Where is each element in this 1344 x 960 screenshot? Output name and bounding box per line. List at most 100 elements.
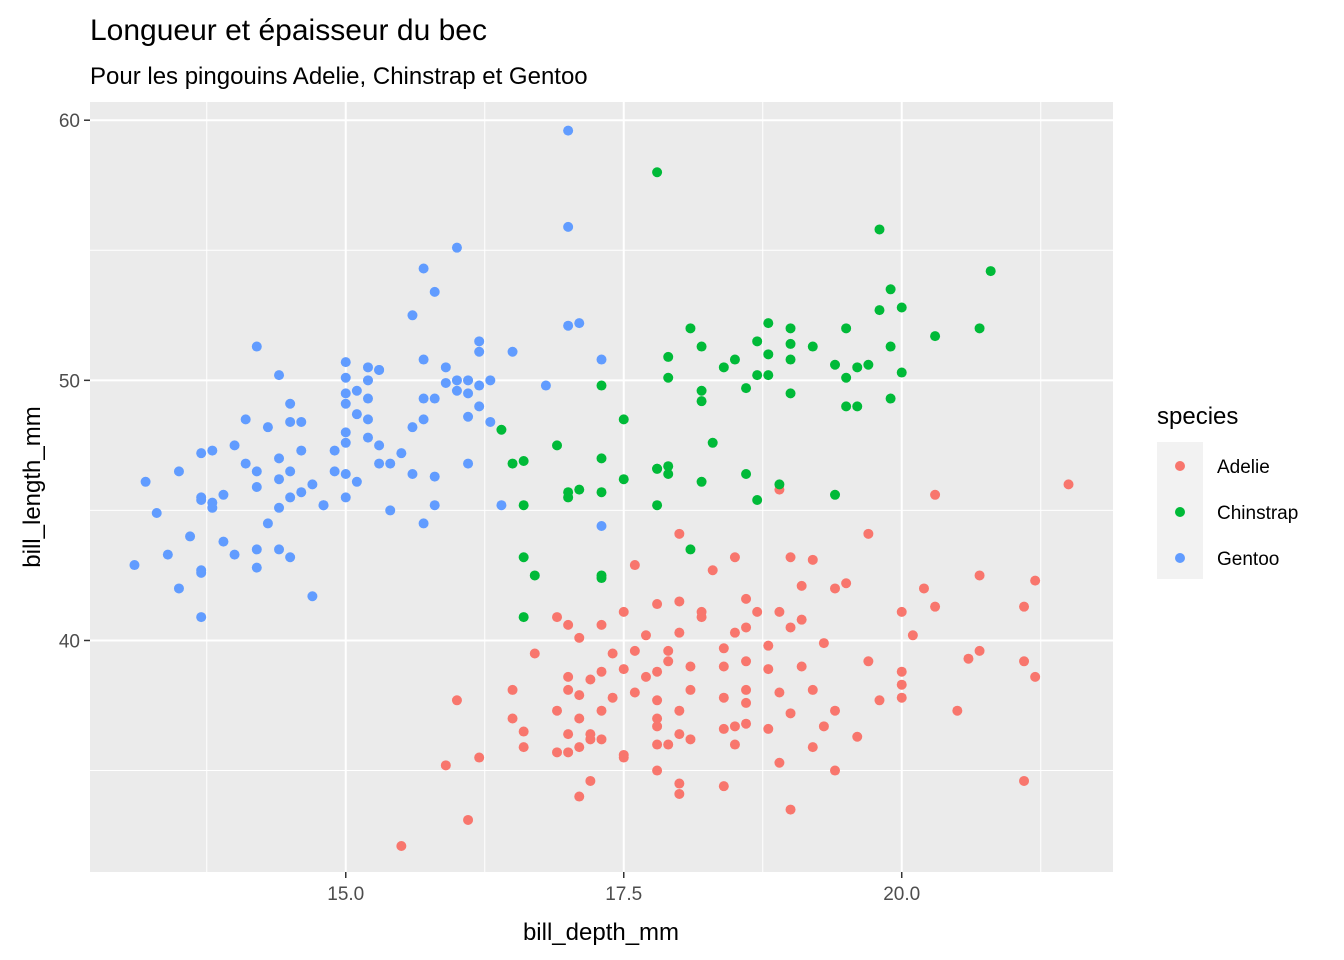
data-point-adelie <box>741 593 752 604</box>
data-point-chinstrap <box>896 367 907 378</box>
data-point-adelie <box>663 656 674 667</box>
data-point-chinstrap <box>574 484 585 495</box>
data-point-chinstrap <box>885 393 896 404</box>
data-point-chinstrap <box>841 372 852 383</box>
data-point-gentoo <box>274 370 285 381</box>
data-point-gentoo <box>218 489 229 500</box>
data-point-gentoo <box>318 500 329 511</box>
data-point-adelie <box>852 731 863 742</box>
data-point-chinstrap <box>785 338 796 349</box>
data-point-adelie <box>1019 601 1030 612</box>
data-point-chinstrap <box>763 349 774 360</box>
legend-label-adelie: Adelie <box>1217 457 1270 478</box>
data-point-chinstrap <box>685 323 696 334</box>
data-point-adelie <box>563 684 574 695</box>
data-point-gentoo <box>340 357 351 368</box>
data-point-adelie <box>607 648 618 659</box>
data-point-adelie <box>518 726 529 737</box>
data-point-adelie <box>896 606 907 617</box>
data-point-adelie <box>507 684 518 695</box>
data-point-gentoo <box>196 492 207 503</box>
data-point-adelie <box>618 664 629 675</box>
data-point-chinstrap <box>841 401 852 412</box>
data-point-chinstrap <box>774 479 785 490</box>
data-point-chinstrap <box>663 372 674 383</box>
data-point-chinstrap <box>930 331 941 342</box>
major-gridlines <box>90 102 1113 872</box>
data-point-gentoo <box>340 427 351 438</box>
data-point-adelie <box>729 721 740 732</box>
data-point-gentoo <box>340 388 351 399</box>
data-point-gentoo <box>385 458 396 469</box>
data-point-adelie <box>818 638 829 649</box>
data-point-gentoo <box>251 544 262 555</box>
data-point-chinstrap <box>752 370 763 381</box>
data-point-adelie <box>874 695 885 706</box>
data-point-gentoo <box>407 422 418 433</box>
data-point-adelie <box>451 695 462 706</box>
data-point-adelie <box>652 695 663 706</box>
data-point-adelie <box>896 666 907 677</box>
data-point-chinstrap <box>618 414 629 425</box>
data-point-gentoo <box>340 398 351 409</box>
data-point-adelie <box>963 653 974 664</box>
data-point-gentoo <box>340 468 351 479</box>
data-point-chinstrap <box>563 487 574 498</box>
data-point-gentoo <box>340 372 351 383</box>
legend-key-adelie <box>1175 461 1185 471</box>
data-point-adelie <box>907 630 918 641</box>
data-point-adelie <box>396 840 407 851</box>
data-point-gentoo <box>251 482 262 492</box>
data-point-chinstrap <box>696 341 707 352</box>
data-point-chinstrap <box>518 500 529 511</box>
data-point-adelie <box>685 661 696 672</box>
data-point-adelie <box>807 684 818 695</box>
y-axis-title: bill_length_mm <box>19 406 46 567</box>
data-point-adelie <box>640 671 651 682</box>
data-point-chinstrap <box>685 544 696 555</box>
data-point-adelie <box>585 775 596 786</box>
data-point-chinstrap <box>874 305 885 316</box>
data-point-adelie <box>574 713 585 724</box>
data-point-adelie <box>896 679 907 690</box>
data-point-adelie <box>763 723 774 734</box>
data-point-gentoo <box>374 458 385 469</box>
data-point-chinstrap <box>896 302 907 313</box>
data-point-gentoo <box>274 474 285 485</box>
data-point-chinstrap <box>852 401 863 412</box>
data-point-gentoo <box>474 346 485 357</box>
data-point-gentoo <box>196 565 207 576</box>
data-point-adelie <box>663 645 674 656</box>
data-point-gentoo <box>485 416 496 427</box>
data-point-chinstrap <box>652 463 663 474</box>
data-point-chinstrap <box>707 437 718 448</box>
data-point-adelie <box>1030 671 1041 682</box>
data-point-gentoo <box>329 445 340 456</box>
data-point-adelie <box>652 599 663 610</box>
data-point-adelie <box>674 705 685 716</box>
data-point-adelie <box>974 645 985 656</box>
data-point-gentoo <box>351 409 362 420</box>
data-point-gentoo <box>285 398 296 409</box>
data-point-adelie <box>440 760 451 771</box>
data-point-adelie <box>463 814 474 825</box>
data-point-gentoo <box>251 562 262 573</box>
data-point-chinstrap <box>974 323 985 334</box>
data-point-adelie <box>1063 479 1074 490</box>
data-point-gentoo <box>451 242 462 253</box>
data-point-gentoo <box>340 492 351 503</box>
data-point-adelie <box>796 614 807 625</box>
data-point-adelie <box>774 687 785 698</box>
data-point-chinstrap <box>785 354 796 365</box>
data-point-gentoo <box>185 531 196 542</box>
y-axis-ticks: 40 50 60 <box>59 111 90 652</box>
data-point-chinstrap <box>763 370 774 381</box>
data-point-adelie <box>563 747 574 758</box>
data-point-gentoo <box>485 375 496 386</box>
data-point-adelie <box>552 612 563 623</box>
data-point-adelie <box>807 742 818 753</box>
data-point-adelie <box>652 721 663 732</box>
data-point-gentoo <box>574 318 585 329</box>
data-point-gentoo <box>407 310 418 321</box>
legend: species Adelie Chinstrap Gentoo <box>1157 403 1298 579</box>
